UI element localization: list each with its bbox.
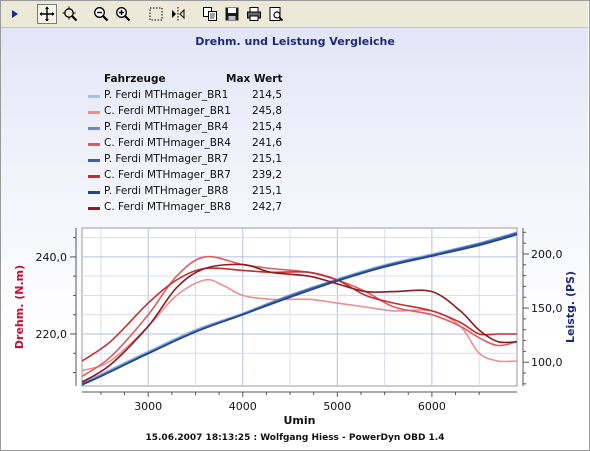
series-line [82, 278, 517, 372]
toolbar [1, 1, 588, 28]
y-tick-label-right: 200,0 [531, 248, 563, 261]
legend-series-max: 241,6 [251, 137, 282, 149]
zoom-in-icon[interactable] [113, 4, 133, 24]
chart-title: Drehm. und Leistung Vergleiche [195, 35, 395, 48]
y-tick-label-left: 220,0 [36, 328, 68, 341]
legend-swatch [88, 95, 100, 98]
select-rect-icon[interactable] [146, 4, 166, 24]
legend-series-max: 215,1 [251, 153, 282, 165]
legend-series-max: 215,4 [251, 121, 282, 133]
y-tick-label-right: 150,0 [531, 302, 563, 315]
zoom-out-icon[interactable] [91, 4, 111, 24]
legend-swatch [88, 111, 100, 114]
legend-swatch [88, 175, 100, 178]
x-tick-label: 4000 [229, 400, 257, 413]
legend-swatch [88, 127, 100, 130]
series-line [82, 233, 517, 386]
legend-series-name: P. Ferdi MTHmager_BR4 [104, 121, 229, 133]
pan-icon[interactable] [37, 4, 57, 24]
zoom-area-icon[interactable] [60, 4, 80, 24]
play-icon[interactable] [5, 4, 25, 24]
y-axis-label-right: Leistg. (PS) [564, 271, 577, 343]
legend-series-max: 242,7 [251, 201, 282, 213]
y-tick-label-left: 240,0 [36, 251, 68, 264]
legend-header-value: Max Wert [226, 73, 283, 85]
x-tick-label: 3000 [134, 400, 162, 413]
legend-series-name: P. Ferdi MTHmager_BR8 [104, 185, 229, 197]
series-line [82, 267, 517, 362]
series-line [82, 263, 517, 383]
legend-swatch [88, 143, 100, 146]
legend-series-max: 214,5 [251, 89, 282, 101]
y-tick-label-right: 100,0 [531, 356, 563, 369]
legend-series-max: 215,1 [251, 185, 282, 197]
legend-swatch [88, 207, 100, 210]
x-tick-label: 5000 [323, 400, 351, 413]
print-icon[interactable] [244, 4, 264, 24]
legend-series-max: 239,2 [251, 169, 282, 181]
x-tick-label: 6000 [418, 400, 446, 413]
legend-series-name: P. Ferdi MTHmager_BR1 [104, 89, 229, 101]
chart-footer: 15.06.2007 18:13:25 : Wolfgang Hiess - P… [145, 433, 445, 443]
flip-icon[interactable] [168, 4, 188, 24]
legend-series-name: C. Ferdi MTHmager_BR8 [104, 201, 231, 213]
legend-series-max: 245,8 [251, 105, 282, 117]
legend-series-name: P. Ferdi MTHmager_BR7 [104, 153, 229, 165]
y-axis-label-left: Drehm. (N.m) [13, 265, 26, 349]
legend-swatch [88, 159, 100, 162]
x-axis-label: Umin [284, 414, 316, 427]
legend-series-name: C. Ferdi MTHmager_BR4 [104, 137, 231, 149]
copy-icon[interactable] [200, 4, 220, 24]
print-preview-icon[interactable] [266, 4, 286, 24]
legend-swatch [88, 191, 100, 194]
save-icon[interactable] [222, 4, 242, 24]
legend-series-name: C. Ferdi MTHmager_BR1 [104, 105, 231, 117]
legend-header-name: Fahrzeuge [104, 73, 166, 85]
legend-series-name: C. Ferdi MTHmager_BR7 [104, 169, 231, 181]
